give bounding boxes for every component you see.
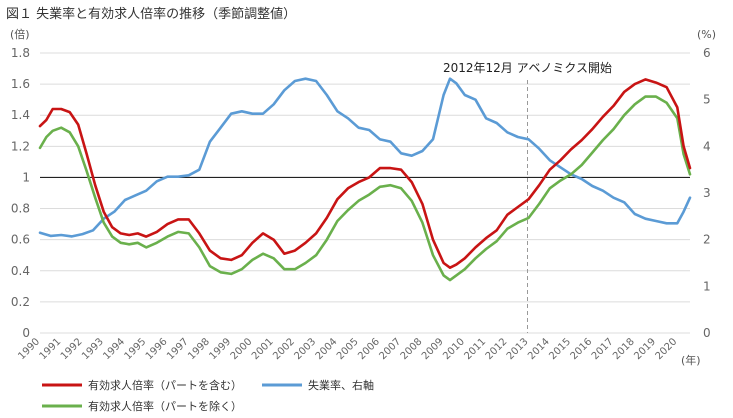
x-tick-label: 2001 [250,336,276,362]
y-left-tick-label: 0.8 [11,202,30,216]
annotation-label: 2012年12月 アベノミクス開始 [443,61,612,75]
left-axis-unit: (倍) [10,27,30,41]
series-line-2 [38,77,692,238]
x-tick-label: 2010 [441,336,467,362]
y-left-tick-label: 1.6 [11,77,30,91]
y-left-tick-label: 1 [22,170,30,184]
x-tick-label: 2014 [526,336,552,362]
x-tick-label: 1992 [59,336,85,362]
x-tick-label: 1994 [101,336,127,362]
y-right-tick-label: 5 [703,93,711,107]
y-right-tick-label: 0 [703,326,711,340]
legend-label-excl-part: 有効求人倍率（パートを除く） [88,399,242,413]
y-right-tick-label: 6 [703,46,711,60]
y-left-tick-label: 0.2 [11,295,30,309]
legend-label-unemployment: 失業率、右軸 [308,378,374,392]
x-tick-label: 1999 [208,336,234,362]
chart-title: 図１ 失業率と有効求人倍率の推移（季節調整値） [6,6,296,22]
x-axis-unit: (年) [681,353,701,367]
x-tick-label: 2007 [377,336,403,362]
x-tick-label: 1995 [123,336,149,362]
x-tick-label: 2003 [292,336,318,362]
x-tick-label: 2008 [399,336,425,362]
legend: 有効求人倍率（パートを含む） 失業率、右軸 有効求人倍率（パートを除く） [42,378,374,413]
gridlines [40,52,690,334]
x-tick-label: 1993 [80,336,106,362]
right-axis-unit: (%) [697,28,716,41]
x-tick-label: 2016 [569,336,595,362]
x-axis-ticks: 1990199119921993199419951996199719981999… [16,336,679,362]
y-right-tick-label: 4 [703,139,711,153]
y-right-tick-label: 1 [703,279,711,293]
x-tick-label: 2006 [356,336,382,362]
x-tick-label: 2002 [271,336,297,362]
x-tick-label: 2015 [547,336,573,362]
x-tick-label: 2005 [335,336,361,362]
x-tick-label: 2019 [632,336,658,362]
y-left-tick-label: 0.4 [11,264,30,278]
x-tick-label: 2000 [229,336,255,362]
y-right-tick-label: 3 [703,186,711,200]
series-line-0 [38,78,692,270]
x-tick-label: 1990 [16,336,42,362]
x-tick-label: 2004 [314,336,340,362]
y-left-tick-label: 1.8 [11,46,30,60]
y-left-tick-label: 1.2 [11,139,30,153]
right-axis-ticks: 0 1 2 3 4 5 6 [703,46,711,340]
y-left-tick-label: 0.6 [11,233,30,247]
x-tick-label: 2020 [654,336,680,362]
x-tick-label: 2018 [611,336,637,362]
y-left-tick-label: 0 [22,326,30,340]
x-tick-label: 1996 [144,336,170,362]
x-tick-label: 2009 [420,336,446,362]
y-left-tick-label: 1.4 [11,108,30,122]
x-tick-label: 1998 [186,336,212,362]
x-tick-label: 2013 [505,336,531,362]
x-tick-label: 2012 [484,336,510,362]
x-tick-label: 1997 [165,336,191,362]
y-right-tick-label: 2 [703,233,711,247]
legend-label-total: 有効求人倍率（パートを含む） [88,378,242,392]
x-tick-label: 2017 [590,336,616,362]
series-line-1 [38,95,692,282]
x-tick-label: 1991 [38,336,64,362]
x-tick-label: 2011 [462,336,488,362]
series-lines [38,77,692,282]
left-axis-ticks: 0 0.2 0.4 0.6 0.8 1 1.2 1.4 1.6 1.8 [11,46,30,340]
